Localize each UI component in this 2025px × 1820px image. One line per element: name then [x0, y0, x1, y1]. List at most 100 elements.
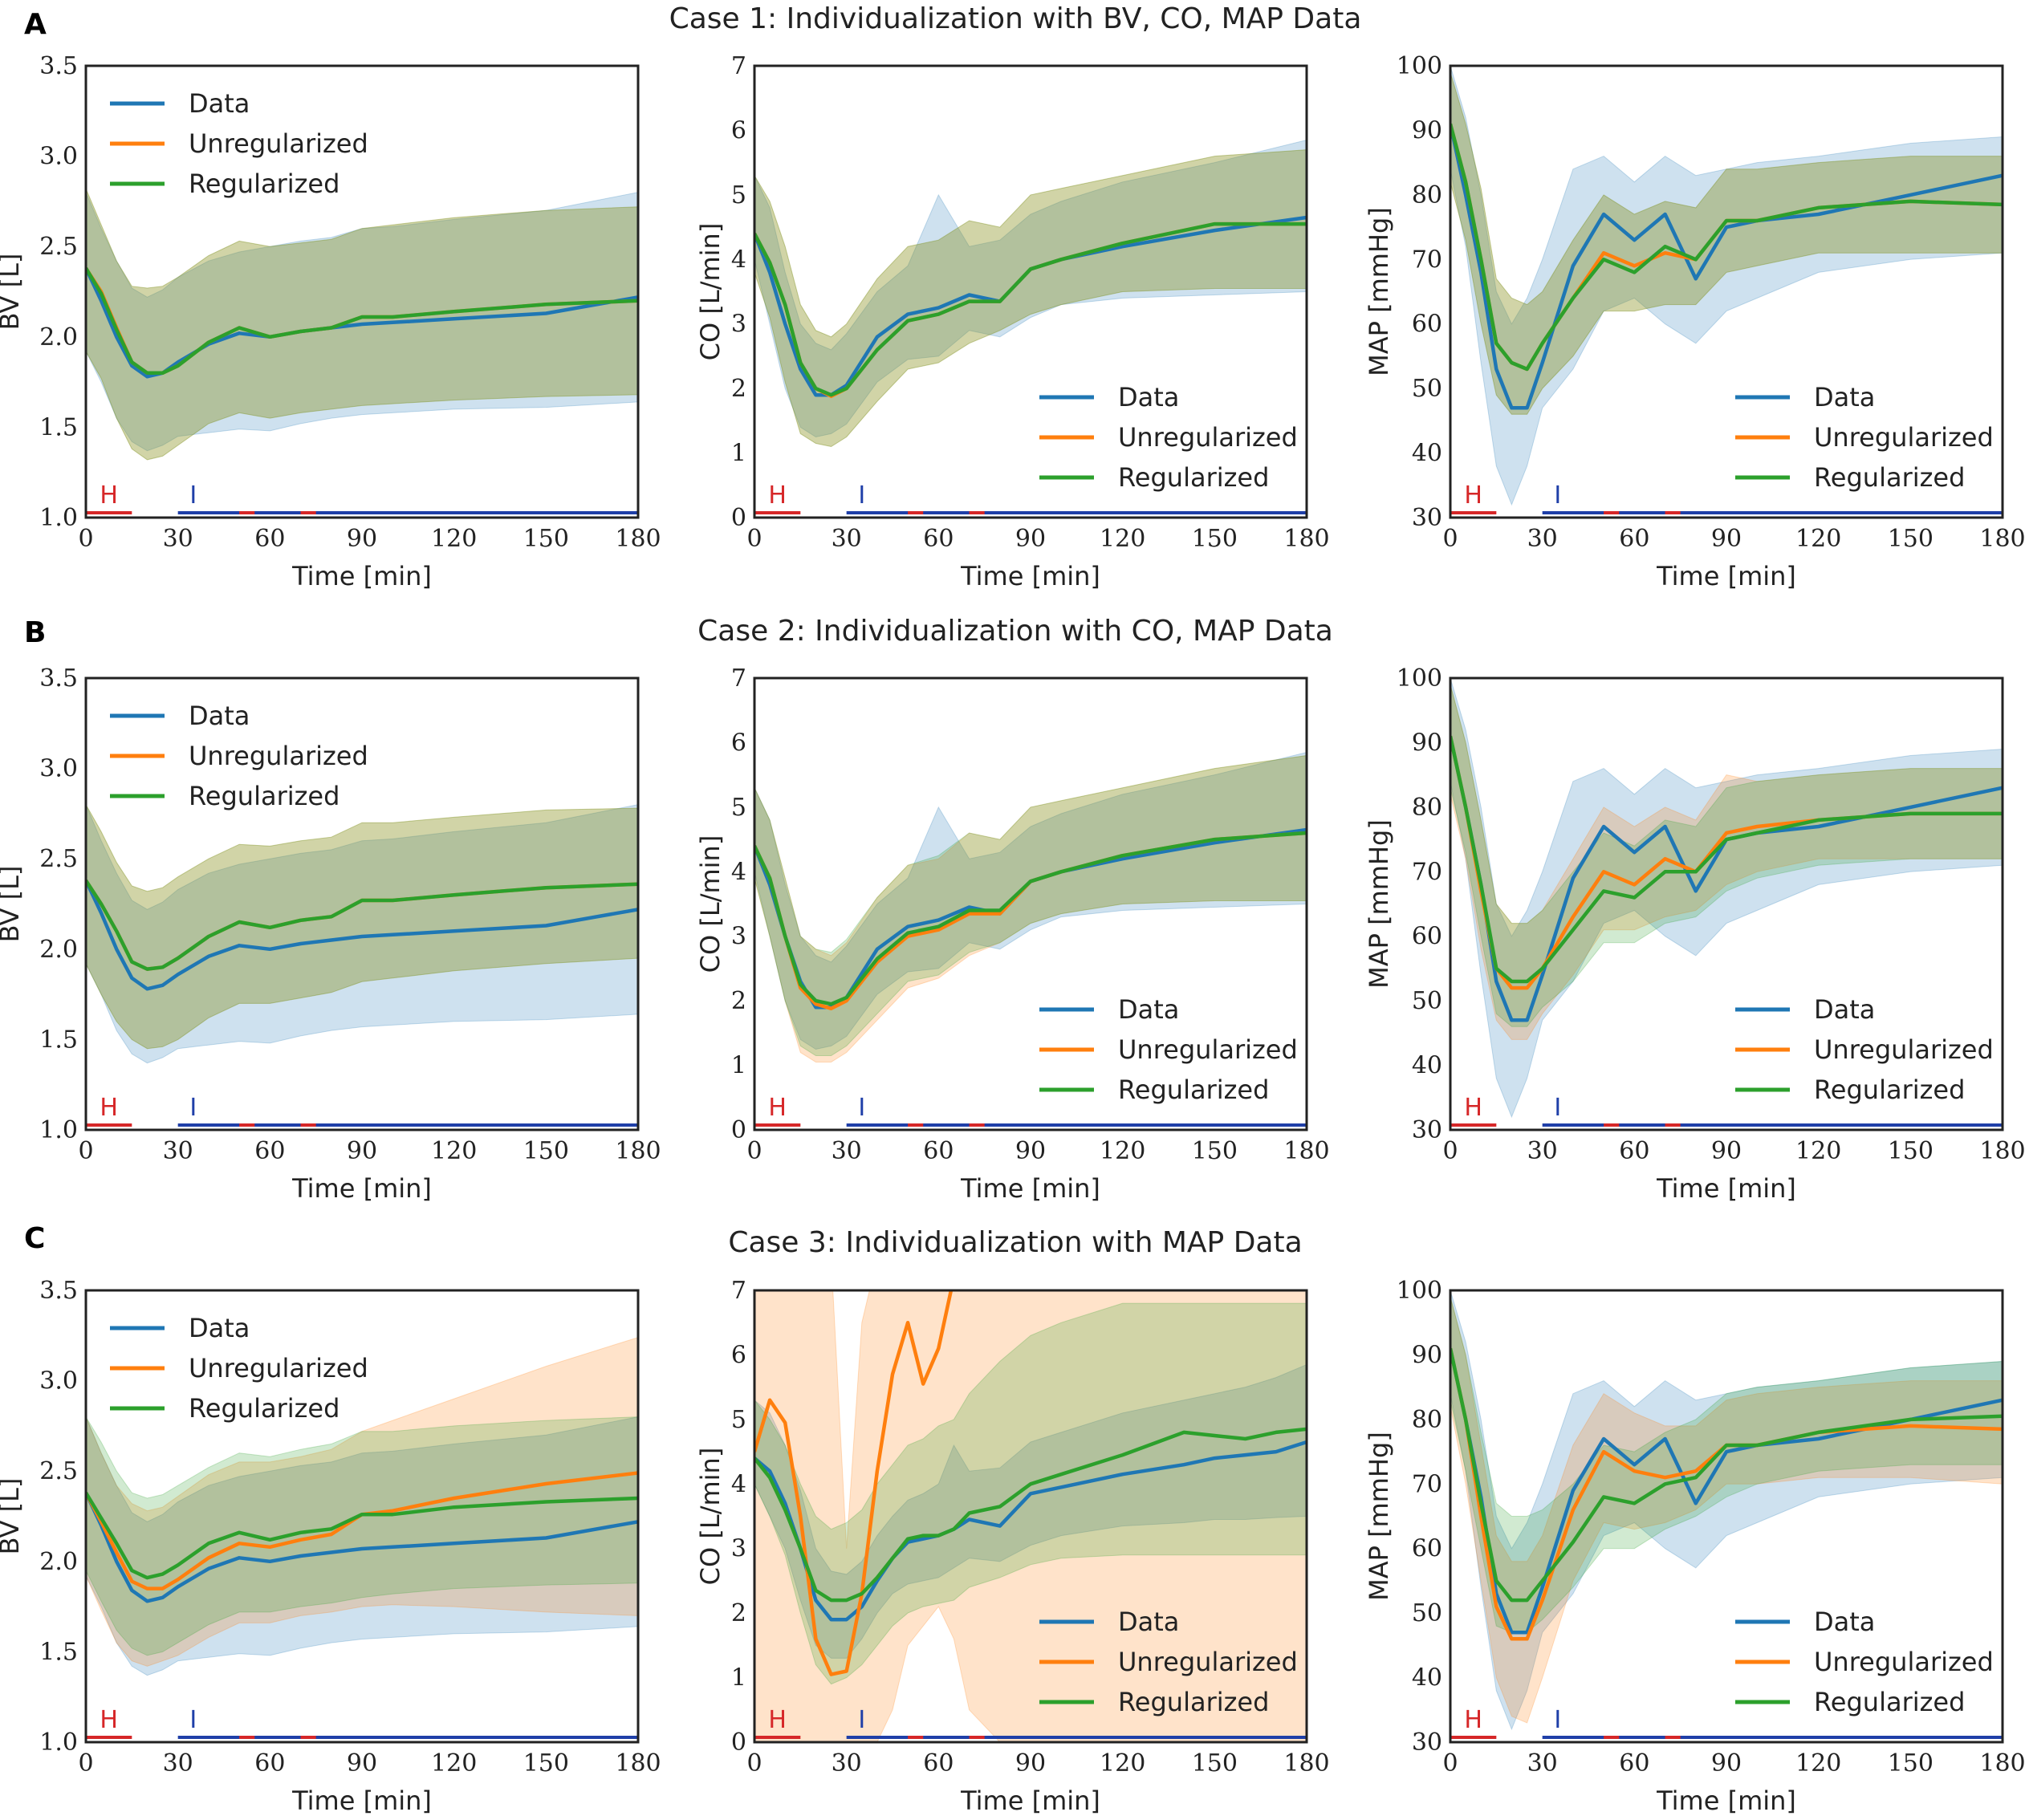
hemorrhage-marker-label: H [1464, 1706, 1482, 1734]
line-data-b-bv [86, 880, 638, 991]
y-tick-label: 30 [1412, 1116, 1442, 1144]
line-regularized-c-co [754, 1427, 1307, 1603]
y-tick-label: 1.5 [39, 413, 78, 441]
band-data-a-bv [86, 192, 638, 452]
x-tick-label: 150 [1888, 525, 1934, 553]
hemorrhage-marker-label: H [1464, 1094, 1482, 1122]
x-tick-label: 90 [1015, 525, 1046, 553]
x-tick-label: 120 [1795, 1749, 1841, 1777]
legend-b-map: Data Unregularized Regularized [1735, 994, 1994, 1105]
x-tick-label: 60 [923, 525, 954, 553]
band-unregularized-b-co [754, 754, 1307, 1062]
legend-label-data: Data [189, 88, 250, 119]
x-tick-label: 0 [1442, 1137, 1458, 1165]
legend-a-bv: Data Unregularized Regularized [110, 88, 368, 199]
axes-frame-c-co [753, 1289, 1308, 1744]
x-tick-label: 180 [1283, 1137, 1329, 1165]
x-tick-label: 180 [615, 1749, 661, 1777]
band-regularized-b-co [754, 754, 1307, 1056]
band-data-b-co [754, 751, 1307, 1050]
x-tick-label: 180 [1979, 525, 2025, 553]
band-regularized-a-map [1450, 71, 2003, 415]
y-tick-label: 80 [1412, 794, 1442, 822]
legend-c-co: Data Unregularized Regularized [1039, 1607, 1298, 1717]
line-unregularized-c-bv [86, 1471, 638, 1590]
line-regularized-b-bv [86, 879, 638, 971]
axes-frame-b-map [1449, 676, 2004, 1131]
x-tick-label: 0 [78, 525, 93, 553]
x-tick-label: 0 [1442, 525, 1458, 553]
y-tick-label: 7 [731, 52, 746, 80]
plot-area-b-co [754, 751, 1307, 1062]
chart-b-bv: H I 0 30 60 90 120 150 180 Time [min] 1.0 1.5 2.0 2.5… [0, 664, 661, 1204]
x-tick-label: 60 [1619, 525, 1649, 553]
x-tick-label: 90 [347, 1137, 377, 1165]
infusion-marker-label: I [858, 481, 865, 510]
y-tick-label: 30 [1412, 504, 1442, 532]
y-tick-label: 1.0 [39, 1116, 78, 1144]
band-unregularized-c-map [1450, 1296, 2003, 1724]
legend-label-unregularized: Unregularized [189, 741, 368, 771]
infusion-marker-label: I [189, 481, 197, 510]
x-tick-label: 30 [1527, 1137, 1558, 1165]
hemorrhage-marker-label: H [100, 1094, 118, 1122]
y-axis-label: MAP [mmHg] [1364, 1432, 1394, 1601]
y-tick-label: 2.0 [39, 936, 78, 964]
x-tick-label: 60 [254, 525, 285, 553]
legend-label-regularized: Regularized [1814, 462, 1965, 493]
x-axis-label: Time [min] [291, 1173, 432, 1204]
hemorrhage-marker-label: H [100, 1706, 118, 1734]
x-axis-label: Time [min] [1656, 1785, 1796, 1816]
x-tick-label: 0 [746, 525, 762, 553]
x-tick-label: 120 [1100, 1137, 1145, 1165]
line-regularized-a-map [1450, 123, 2003, 372]
axes-frame-a-map [1449, 64, 2004, 519]
y-tick-label: 3 [731, 923, 746, 951]
x-tick-label: 30 [832, 1749, 862, 1777]
y-axis-label: MAP [mmHg] [1364, 207, 1394, 376]
x-tick-label: 150 [523, 1137, 569, 1165]
y-tick-label: 80 [1412, 1406, 1442, 1434]
x-tick-label: 0 [78, 1137, 93, 1165]
axes-frame-c-map [1449, 1289, 2004, 1744]
axes-frame-c-bv [84, 1289, 640, 1744]
band-regularized-b-bv [86, 803, 638, 1050]
legend-label-data: Data [1118, 994, 1179, 1025]
y-tick-label: 70 [1412, 858, 1442, 886]
chart-b-co: H I 0 30 60 90 120 150 180 Time [min] 0 1 2 3 4 5 6 7 CO [… [695, 664, 1330, 1204]
y-tick-label: 1.0 [39, 504, 78, 532]
line-unregularized-c-co [754, 1290, 954, 1676]
y-tick-label: 7 [731, 1277, 746, 1305]
x-tick-label: 120 [431, 1749, 477, 1777]
infusion-marker-label: I [189, 1706, 197, 1734]
x-tick-label: 180 [1979, 1749, 2025, 1777]
legend-label-data: Data [1118, 1607, 1179, 1637]
legend-label-unregularized: Unregularized [1118, 1034, 1298, 1065]
band-regularized-a-co [754, 149, 1307, 448]
panel-letter-b: B [24, 616, 46, 649]
hemorrhage-marker-label: H [768, 1706, 787, 1734]
y-axis-label: MAP [mmHg] [1364, 819, 1394, 989]
panel-title-a: Case 1: Individualization with BV, CO, M… [669, 2, 1362, 35]
x-tick-label: 150 [1192, 1137, 1238, 1165]
x-tick-label: 90 [1711, 1137, 1742, 1165]
y-tick-label: 50 [1412, 1599, 1442, 1627]
y-tick-label: 100 [1397, 664, 1442, 693]
x-tick-label: 60 [254, 1137, 285, 1165]
x-tick-label: 60 [254, 1749, 285, 1777]
band-unregularized-a-co [754, 149, 1307, 448]
x-tick-label: 120 [1795, 1137, 1841, 1165]
x-axis-label: Time [min] [960, 1785, 1100, 1816]
y-tick-label: 6 [731, 1341, 746, 1369]
plot-area-a-co [754, 139, 1307, 448]
legend-label-data: Data [189, 1313, 250, 1343]
legend-label-unregularized: Unregularized [189, 1353, 368, 1383]
chart-a-co: H I 0 30 60 90 120 150 180 Time [min] 0 1 2 3 4 5 6 7 CO [… [695, 52, 1330, 591]
band-unregularized-c-bv [86, 1337, 638, 1667]
infusion-marker-label: I [1554, 1094, 1561, 1122]
y-tick-label: 1.5 [39, 1638, 78, 1666]
y-tick-label: 3 [731, 311, 746, 339]
chart-c-co: H I 0 30 60 90 120 150 180 Time [min] 0 1 2 3 4 5 6 7 CO [… [695, 1277, 1330, 1816]
